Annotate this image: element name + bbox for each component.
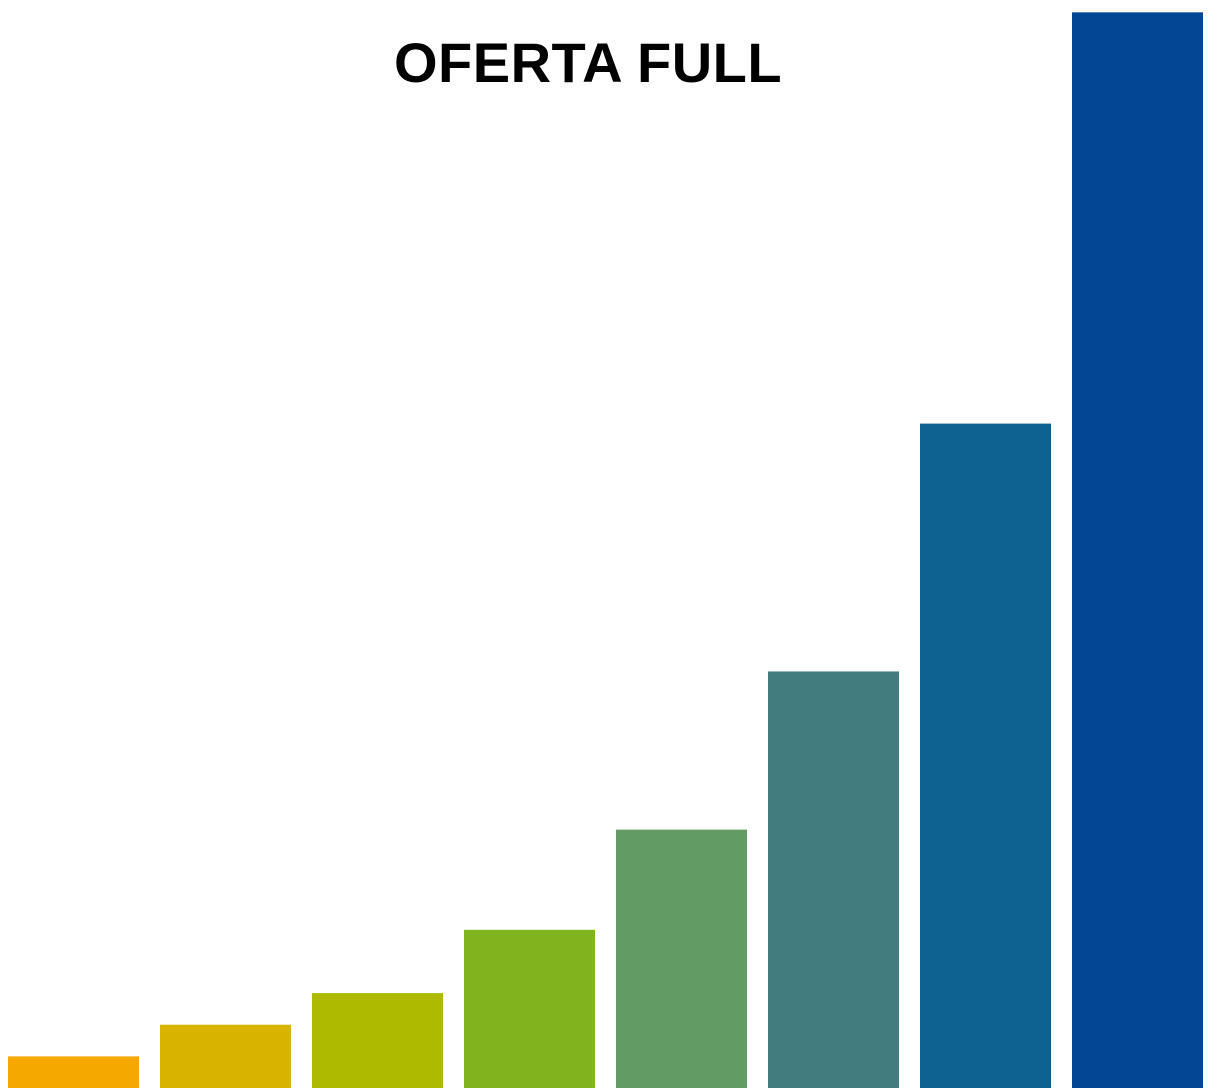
bar-2 bbox=[160, 1024, 291, 1088]
bar-7 bbox=[920, 423, 1051, 1088]
bars-group bbox=[8, 12, 1203, 1088]
bar-8 bbox=[1072, 12, 1203, 1088]
bar-3 bbox=[312, 993, 443, 1088]
bar-6 bbox=[768, 671, 899, 1088]
bar-4 bbox=[464, 929, 595, 1088]
chart-title: OFERTA FULL bbox=[393, 31, 783, 94]
bar-1 bbox=[8, 1056, 139, 1088]
bar-5 bbox=[616, 829, 747, 1088]
